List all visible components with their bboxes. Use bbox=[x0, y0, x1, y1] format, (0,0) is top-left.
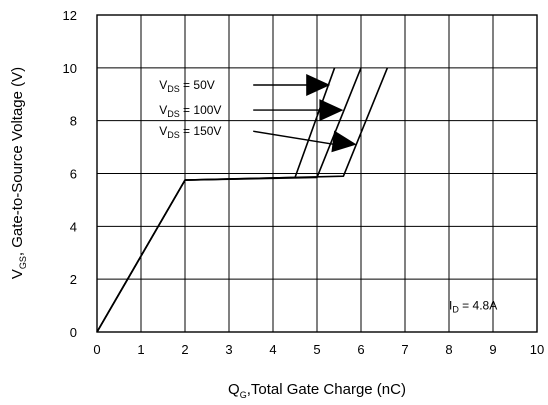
y-tick-label: 6 bbox=[70, 167, 77, 182]
y-axis-title-subscript: GS bbox=[18, 256, 28, 269]
x-axis-title-prefix: Q bbox=[228, 381, 240, 398]
y-tick-label: 2 bbox=[70, 272, 77, 287]
x-tick-labels: 0 1 2 3 4 5 6 7 8 9 10 bbox=[93, 342, 544, 357]
plot-frame bbox=[96, 14, 538, 333]
x-tick-label: 3 bbox=[225, 342, 232, 357]
vds-annotation-arrowhead-1 bbox=[306, 74, 331, 97]
drain-current-label: ID = 4.8A bbox=[449, 299, 497, 315]
vds-annotation-label-1: VDS = 50V bbox=[159, 78, 215, 94]
x-tick-label: 1 bbox=[137, 342, 144, 357]
grid bbox=[96, 14, 538, 333]
y-axis-title: VGS, Gate-to-Source Voltage (V) bbox=[9, 67, 28, 279]
x-tick-label: 5 bbox=[313, 342, 320, 357]
x-tick-label: 9 bbox=[489, 342, 496, 357]
y-tick-label: 0 bbox=[70, 325, 77, 340]
y-tick-label: 10 bbox=[63, 61, 77, 76]
x-tick-label: 4 bbox=[269, 342, 276, 357]
y-axis-title-prefix: V bbox=[9, 269, 26, 279]
x-axis-title-text: ,Total Gate Charge (nC) bbox=[247, 381, 406, 398]
y-tick-labels: 0 2 4 6 8 10 12 bbox=[63, 8, 77, 340]
vds-annotation-label-2: VDS = 100V bbox=[159, 103, 221, 119]
x-tick-label: 6 bbox=[357, 342, 364, 357]
x-axis-title: QG,Total Gate Charge (nC) bbox=[228, 381, 406, 400]
series-line-3 bbox=[96, 67, 389, 333]
x-tick-label: 2 bbox=[181, 342, 188, 357]
vds-annotation-arrowhead-3 bbox=[331, 130, 357, 153]
x-tick-label: 10 bbox=[530, 342, 544, 357]
x-tick-label: 8 bbox=[445, 342, 452, 357]
x-tick-label: 0 bbox=[93, 342, 100, 357]
annotations: VDS = 50V VDS = 100V VDS = 150V ID = 4.8A bbox=[159, 74, 497, 315]
y-axis-title-text: , Gate-to-Source Voltage (V) bbox=[9, 67, 26, 256]
vds-annotation-arrowhead-2 bbox=[319, 99, 344, 122]
x-tick-label: 7 bbox=[401, 342, 408, 357]
y-tick-label: 4 bbox=[70, 219, 77, 234]
series-group bbox=[96, 67, 389, 333]
y-tick-label: 12 bbox=[63, 8, 77, 23]
x-axis-title-subscript: G bbox=[240, 390, 247, 400]
y-tick-label: 8 bbox=[70, 114, 77, 129]
vds-annotation-arrow-line-3 bbox=[253, 130, 335, 146]
vds-annotation-label-3: VDS = 150V bbox=[159, 124, 221, 140]
